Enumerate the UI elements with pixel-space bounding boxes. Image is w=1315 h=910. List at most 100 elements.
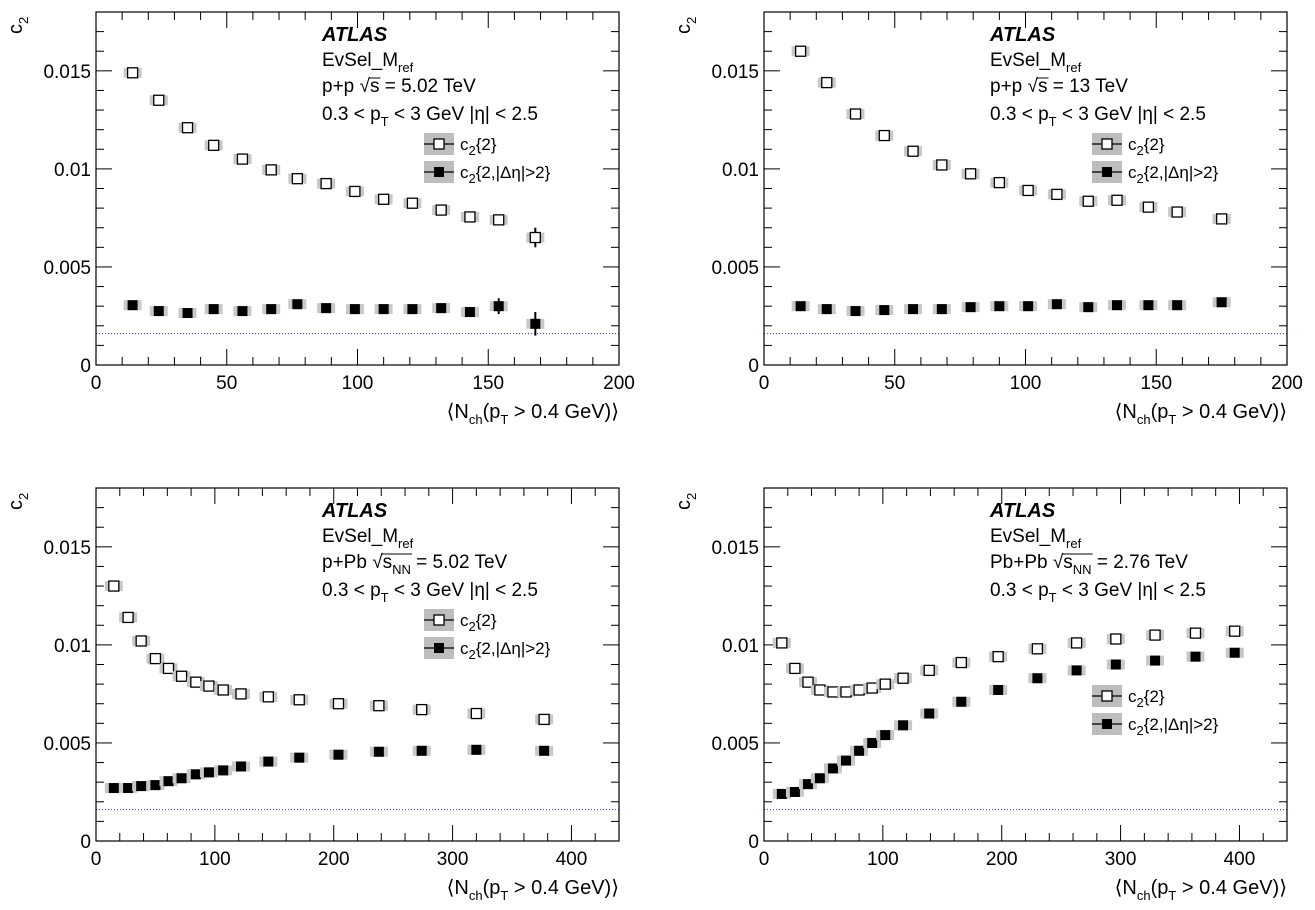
legend-marker-open	[1101, 690, 1113, 702]
cut-sub: T	[1049, 114, 1057, 129]
data-point-filled	[795, 301, 806, 312]
data-point-filled	[854, 745, 865, 756]
y-tick-label: 0.015	[711, 62, 759, 83]
legend-label-rest: {2}	[476, 135, 497, 154]
legend-label-rest: {2}	[1144, 135, 1165, 154]
legend-entry: c2{2,|Δη|>2}	[424, 637, 551, 662]
event-selection-sub: ref	[398, 60, 414, 75]
data-point-open	[464, 211, 476, 223]
data-point-open	[1229, 625, 1241, 637]
data-point-filled	[867, 737, 878, 748]
data-point-open	[320, 177, 332, 190]
legend-label-sub: 2	[469, 143, 476, 158]
data-point-open	[349, 185, 361, 198]
cut-part: 0.3 < p	[990, 104, 1049, 125]
data-point-open	[373, 700, 385, 712]
data-point-filled	[994, 301, 1005, 312]
cut-sub: T	[381, 114, 389, 129]
legend-label: c2{2,|Δη|>2}	[460, 639, 551, 662]
data-point-filled	[373, 746, 384, 757]
data-point-open	[217, 684, 229, 696]
data-point-filled	[965, 302, 976, 313]
data-point-filled	[776, 788, 787, 799]
atlas-label: ATLAS	[989, 24, 1056, 46]
data-point-filled	[464, 307, 475, 318]
collision-system: p+p	[322, 76, 360, 97]
cut-part: < 3 GeV |η| < 2.5	[389, 580, 538, 601]
data-point-open	[108, 580, 120, 592]
event-selection-label: EvSel_Mref	[322, 526, 414, 551]
energy-value: = 13 TeV	[1047, 76, 1128, 97]
y-tick-label: 0.015	[43, 538, 91, 559]
series-c2-2	[123, 67, 545, 248]
data-point-open	[175, 670, 188, 682]
event-selection-main: EvSel_M	[322, 50, 398, 71]
collision-energy-label: p+p √s = 13 TeV	[990, 76, 1128, 97]
legend-label: c2{2,|Δη|>2}	[1128, 715, 1219, 738]
series-c2-2-gap	[791, 297, 1231, 317]
y-tick-label: 0	[748, 356, 759, 377]
data-point-open	[406, 197, 419, 209]
energy-value: = 2.76 TeV	[1092, 552, 1189, 573]
atlas-label: ATLAS	[989, 500, 1056, 522]
legend-marker-open	[1101, 138, 1113, 150]
data-point-filled	[123, 783, 134, 794]
data-point-filled	[841, 755, 852, 766]
data-point-filled	[108, 783, 119, 794]
data-point-filled	[321, 303, 332, 314]
data-point-open	[1149, 629, 1161, 641]
y-tick-label: 0	[748, 832, 759, 853]
energy-symbol: s	[383, 552, 393, 573]
data-point-filled	[182, 308, 193, 319]
data-point-open	[1171, 206, 1183, 218]
event-selection-main: EvSel_M	[990, 50, 1066, 71]
y-tick-label: 0.015	[711, 538, 759, 559]
data-point-filled	[378, 304, 389, 315]
x-axis-label-sub: T	[1168, 412, 1176, 427]
legend-label-main: c	[460, 639, 469, 658]
data-point-filled	[814, 773, 825, 784]
data-point-open	[181, 122, 194, 134]
legend-marker-open	[433, 138, 445, 150]
x-tick-label: 100	[1010, 373, 1042, 394]
legend-entry: c2{2}	[424, 609, 497, 634]
data-point-open	[265, 164, 277, 176]
y-axis-label-sub: 2	[684, 17, 699, 24]
kinematic-cut-label: 0.3 < pT < 3 GeV |η| < 2.5	[990, 104, 1206, 129]
legend-label-sub: 2	[1137, 695, 1144, 710]
legend-label-main: c	[460, 135, 469, 154]
data-point-filled	[263, 756, 274, 767]
x-tick-label: 150	[472, 373, 504, 394]
y-axis-label-sub: 2	[16, 17, 31, 24]
data-point-filled	[1229, 647, 1240, 658]
data-point-open	[923, 664, 935, 677]
energy-sub: NN	[392, 562, 411, 577]
data-point-filled	[349, 304, 360, 315]
data-point-filled	[879, 305, 890, 316]
legend-label-main: c	[460, 611, 469, 630]
data-point-open	[190, 676, 202, 688]
sqrt-symbol: √	[372, 552, 383, 573]
data-point-filled	[1150, 655, 1161, 666]
legend-label-sub: 2	[469, 619, 476, 634]
legend-label-main: c	[1128, 715, 1137, 734]
x-axis-label: ⟨Nch(pT > 0.4 GeV)⟩	[1115, 877, 1287, 903]
event-selection-label: EvSel_Mref	[990, 526, 1082, 551]
event-selection-main: EvSel_M	[322, 526, 398, 547]
legend-label: c2{2}	[1128, 687, 1165, 710]
data-point-open	[866, 682, 878, 694]
legend-entry: c2{2,|Δη|>2}	[1092, 161, 1219, 186]
data-point-open	[126, 67, 139, 79]
data-point-filled	[436, 303, 447, 314]
x-axis-label-part: ⟨N	[447, 877, 469, 899]
x-axis-label-part: > 0.4 GeV)⟩	[508, 877, 619, 899]
energy-value: = 5.02 TeV	[379, 76, 476, 97]
data-point-filled	[127, 300, 138, 311]
legend-entry: c2{2}	[1092, 685, 1165, 710]
energy-symbol: s	[1038, 76, 1048, 97]
data-point-open	[1051, 188, 1063, 201]
series-c2-2	[791, 45, 1231, 225]
